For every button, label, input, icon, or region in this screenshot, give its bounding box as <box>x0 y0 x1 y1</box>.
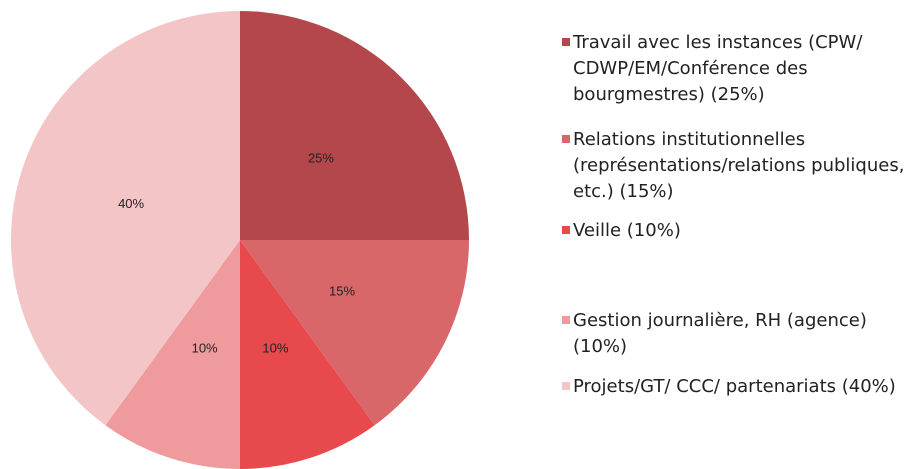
data-label: 10% <box>262 340 288 355</box>
legend-swatch <box>562 135 570 143</box>
pie-slice <box>10 11 241 426</box>
pie-slice <box>240 240 469 426</box>
legend-item: Veille (10%) <box>560 218 905 244</box>
legend-swatch <box>562 38 570 46</box>
pie-slice <box>240 240 375 469</box>
data-label: 10% <box>192 340 218 355</box>
legend-item: Travail avec les instances (CPW/ CDWP/EM… <box>560 30 905 108</box>
legend-label: Gestion journalière, RH (agence) (10%) <box>573 310 867 357</box>
legend-swatch <box>562 226 570 234</box>
legend-swatch <box>562 382 570 390</box>
legend-label: Veille (10%) <box>573 220 681 241</box>
pie-slice <box>240 11 469 240</box>
legend-item: Gestion journalière, RH (agence) (10%) <box>560 308 905 360</box>
chart: 25% 15% 10% 10% 40% <box>10 11 469 469</box>
legend-swatch <box>562 316 570 324</box>
legend-item: Projets/GT/ CCC/ partenariats (40%) <box>560 374 905 400</box>
legend-label: Relations institutionnelles (représentat… <box>573 129 905 202</box>
data-label: 25% <box>308 150 334 165</box>
legend-label: Projets/GT/ CCC/ partenariats (40%) <box>573 376 896 397</box>
data-label: 15% <box>329 283 355 298</box>
pie-slice <box>105 240 240 469</box>
data-label: 40% <box>118 196 144 211</box>
legend-label: Travail avec les instances (CPW/ CDWP/EM… <box>573 32 863 105</box>
legend-item: Relations institutionnelles (représentat… <box>560 127 905 205</box>
legend: Travail avec les instances (CPW/ CDWP/EM… <box>560 0 910 469</box>
